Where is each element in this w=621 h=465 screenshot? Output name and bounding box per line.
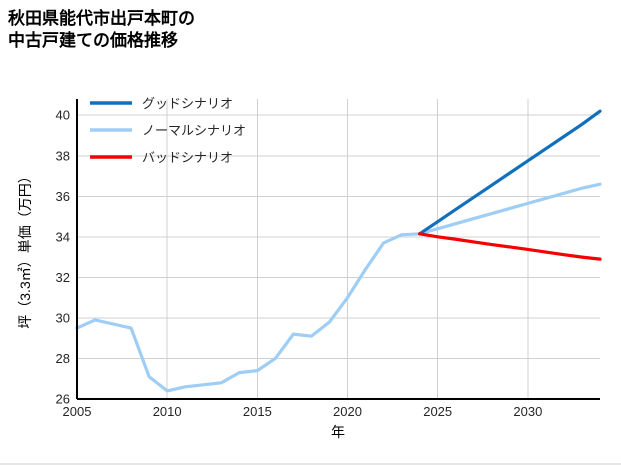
series-line xyxy=(418,109,602,236)
legend-label: グッドシナリオ xyxy=(142,96,233,111)
x-tick-label: 2020 xyxy=(333,404,362,419)
gridlines-group xyxy=(76,99,600,400)
y-tick-label: 30 xyxy=(56,310,70,325)
x-tick-label: 2025 xyxy=(423,404,452,419)
x-tick-labels: 2005 2010 2015 2020 2025 2030 xyxy=(63,404,543,419)
x-axis-title: 年 xyxy=(331,424,345,440)
x-tick-label: 2010 xyxy=(153,404,182,419)
series-line xyxy=(418,232,602,261)
series-group xyxy=(75,109,602,393)
y-tick-label: 40 xyxy=(56,108,70,123)
y-tick-label: 32 xyxy=(56,270,70,285)
y-tick-label: 28 xyxy=(56,351,70,366)
y-tick-label: 34 xyxy=(56,229,70,244)
y-tick-label: 26 xyxy=(56,392,70,407)
axis-lines xyxy=(75,99,600,401)
legend-label: バッドシナリオ xyxy=(142,150,233,165)
y-tick-labels: 26 28 30 32 34 36 38 40 xyxy=(56,108,70,407)
y-tick-label: 36 xyxy=(56,189,70,204)
y-tick-label: 38 xyxy=(56,148,70,163)
x-tick-label: 2005 xyxy=(63,404,92,419)
x-tick-label: 2015 xyxy=(243,404,272,419)
x-tick-label: 2030 xyxy=(513,404,542,419)
legend-label: ノーマルシナリオ xyxy=(142,123,246,138)
bottom-divider xyxy=(0,463,621,465)
y-axis-title: 坪（3.3㎡）単価（万円） xyxy=(17,169,33,328)
chart-title: 秋田県能代市出戸本町の 中古戸建ての価格推移 xyxy=(8,9,195,51)
series-line xyxy=(75,182,602,393)
